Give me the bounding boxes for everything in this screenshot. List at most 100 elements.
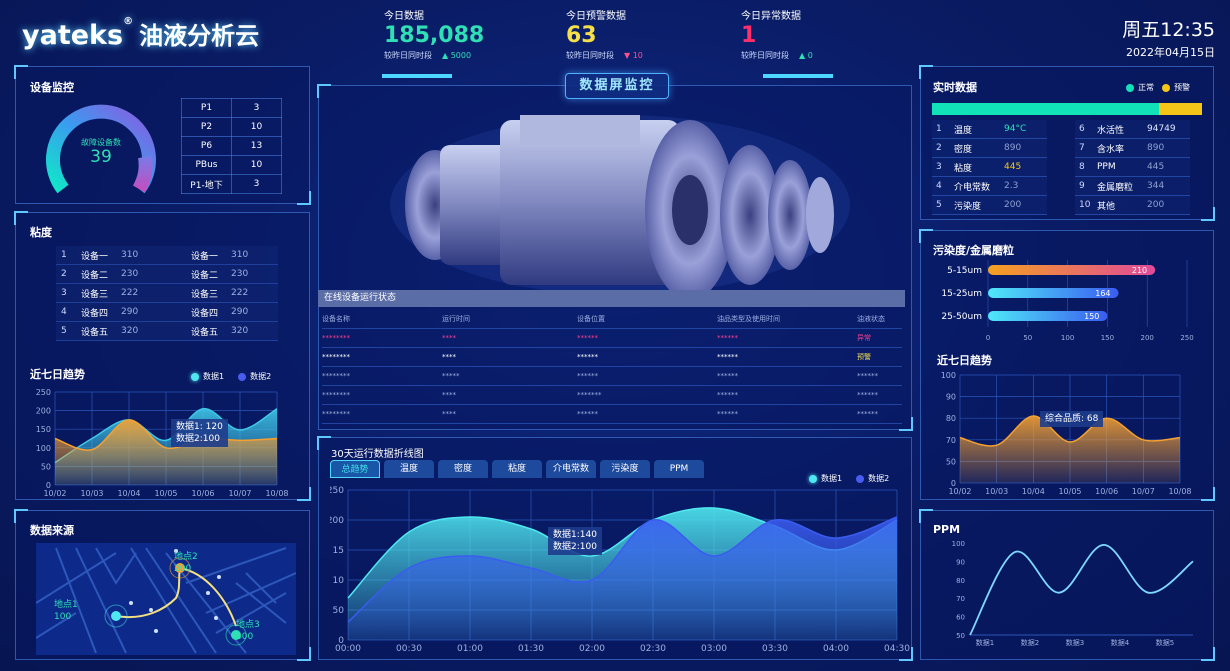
item-value: 94749: [1147, 124, 1176, 134]
table-cell: ********: [322, 410, 350, 418]
legend-dot: [191, 372, 199, 381]
x-tick-label: 250: [1180, 334, 1193, 342]
cell-value: 320: [121, 326, 139, 336]
tab-5[interactable]: 污染度: [600, 460, 650, 478]
table-cell: ******: [717, 353, 738, 361]
point-name: 地点3: [236, 620, 260, 630]
stat-delta: ▲ 5000: [442, 51, 472, 60]
table-row: P1 3: [181, 98, 282, 118]
x-tick-label: 01:00: [457, 644, 483, 654]
item-name: 其他: [1097, 201, 1116, 212]
table-row[interactable]: *******************************: [322, 386, 902, 405]
bar: [988, 265, 1156, 275]
realtime-item: 8 PPM 445: [1075, 158, 1190, 177]
panel-title: 粘度: [30, 226, 52, 239]
bar-label: 25-50um: [941, 312, 982, 322]
map-point-3[interactable]: 地点3 400: [236, 619, 260, 643]
stat-compare: 较昨日同时段 ▼ 10: [566, 50, 643, 61]
tab-2[interactable]: 密度: [438, 460, 488, 478]
map-point-1[interactable]: 地点1 100: [54, 599, 78, 623]
panel-title: 30天运行数据折线图: [331, 449, 424, 460]
panel-title: 设备监控: [30, 81, 74, 94]
table-row[interactable]: ******** **** ****** ****** ******: [322, 405, 902, 424]
cell-idx: 5: [61, 326, 67, 336]
table-row[interactable]: ******** **** ****** ****** 异常: [322, 329, 902, 348]
clock-time: 周五12:35: [1122, 19, 1215, 41]
item-name: 介电常数: [954, 182, 991, 193]
trend-left-chart: 0 50 100 150 200 250 10/02 10/03 10/04 10/05 10/06…: [36, 388, 289, 498]
table-cell: ******: [577, 353, 598, 361]
column-header: 设备位置: [577, 315, 605, 323]
line30-chart: 0 50 10 15 200 250 00:00 00:30 01:00 01:30 02:00 02…: [330, 486, 910, 654]
y-tick-label: 90: [956, 558, 965, 566]
y-tick-label: 50: [956, 632, 965, 640]
item-value: 445: [1004, 162, 1022, 172]
column-header: 油液状态: [857, 315, 885, 323]
table-cell: PBus: [181, 155, 232, 175]
legend-label: 数据2: [868, 474, 890, 483]
table-cell: ********: [322, 334, 350, 342]
table-cell: ********: [322, 353, 350, 361]
stat-card: 今日预警数据 63 较昨日同时段 ▼ 10: [566, 7, 643, 61]
realtime-panel: 实时数据 正常 预警: [919, 65, 1215, 221]
table-cell: ******: [717, 410, 738, 418]
tab-6[interactable]: PPM: [654, 460, 704, 478]
legend-label: 数据2: [250, 372, 272, 381]
map-point-2[interactable]: 地点2 200: [174, 551, 198, 575]
table-row: 4 设备四 290 设备四 290: [56, 303, 278, 322]
legend-label: 预警: [1174, 83, 1190, 92]
gauge-label: 故障设备数: [81, 138, 121, 147]
item-value: 2.3: [1004, 181, 1019, 191]
table-row[interactable]: *******************************: [322, 367, 902, 386]
stat-label: 今日异常数据: [741, 11, 801, 22]
series-area-1: [960, 416, 1180, 483]
item-value: 200: [1004, 200, 1022, 210]
cell-value2: 230: [231, 269, 249, 279]
realtime-item: 10 其他 200: [1075, 196, 1190, 215]
y-tick-label: 80: [956, 577, 965, 585]
cell-name: 设备三: [81, 289, 109, 300]
realtime-item: 1 温度 94°C: [932, 120, 1047, 139]
x-tick-label: 100: [1061, 334, 1074, 342]
oil-status: 预警: [857, 353, 871, 361]
table-cell: P1-地下: [181, 174, 232, 194]
item-index: 2: [936, 143, 942, 153]
stat-indicator: [763, 74, 833, 78]
online-status-title: 在线设备运行状态: [318, 290, 905, 307]
item-name: 温度: [954, 125, 973, 136]
realtime-item: 3 粘度 445: [932, 158, 1047, 177]
x-tick-label: 02:00: [579, 644, 605, 654]
y-tick-label: 0: [951, 479, 956, 488]
trend-right-chart: 0 50 70 80 90 100 10/02 10/03 10/04 10/05 10/06 10/…: [941, 371, 1192, 496]
tab-1[interactable]: 温度: [384, 460, 434, 478]
cell-name: 设备四: [81, 308, 109, 319]
x-tick-label: 00:00: [335, 644, 361, 654]
line30-tooltip: 数据1:140 数据2:100: [548, 527, 602, 555]
y-tick-label: 0: [338, 636, 344, 646]
tab-0[interactable]: 总趋势: [330, 460, 380, 478]
x-tick-label: 10/03: [80, 489, 103, 498]
realtime-item: 5 污染度 200: [932, 196, 1047, 215]
viscosity-table: 1 设备一 310 设备一 310 2 设备二 230 设备二 230 3 设备三 222 设备三 222 4…: [56, 246, 278, 341]
table-row[interactable]: ******** **** ****** ****** 预警: [322, 348, 902, 367]
tab-4[interactable]: 介电常数: [546, 460, 596, 478]
cell-name2: 设备三: [191, 289, 219, 300]
realtime-item: 4 介电常数 2.3: [932, 177, 1047, 196]
legend-dot: [856, 474, 865, 483]
x-tick-label: 02:30: [640, 644, 666, 654]
y-tick-label: 50: [41, 462, 51, 471]
legend-dot: [238, 372, 247, 381]
table-cell: 13: [231, 136, 282, 156]
compare-label: 较昨日同时段: [741, 51, 789, 60]
x-tick-label: 150: [1101, 334, 1114, 342]
tab-3[interactable]: 粘度: [492, 460, 542, 478]
app-title: 油液分析云: [139, 22, 260, 50]
series-area-2: [55, 419, 277, 485]
cell-value: 290: [121, 307, 139, 317]
item-value: 344: [1147, 181, 1165, 191]
bar-label: 5-15um: [947, 266, 982, 276]
table-row: P2 10: [181, 117, 282, 137]
x-tick-label: 03:30: [762, 644, 788, 654]
compare-label: 较昨日同时段: [384, 51, 432, 60]
stat-label: 今日数据: [384, 11, 424, 22]
